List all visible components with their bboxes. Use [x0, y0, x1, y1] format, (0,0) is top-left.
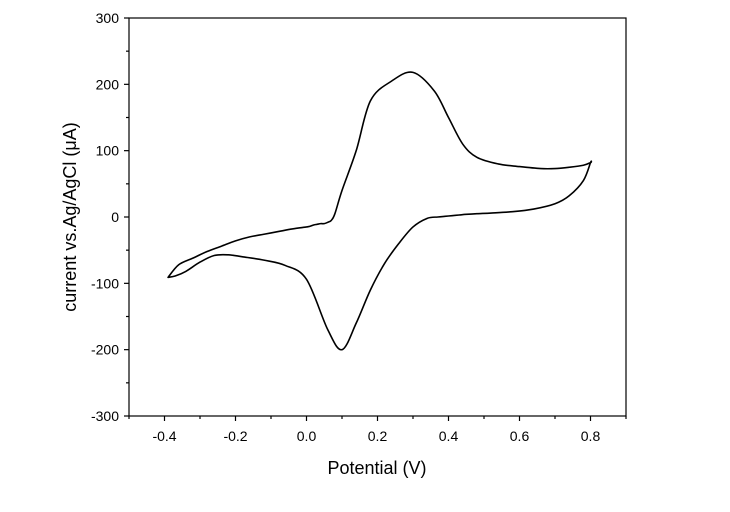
x-axis-title: Potential (V)	[327, 458, 426, 478]
x-tick-label: 0.8	[581, 428, 601, 444]
y-tick-label: -100	[91, 275, 119, 291]
y-tick-label: 0	[111, 209, 119, 225]
x-tick-label: 0.2	[368, 428, 388, 444]
y-tick-label: 200	[96, 76, 120, 92]
y-tick-label: -300	[91, 408, 119, 424]
y-tick-label: -200	[91, 342, 119, 358]
x-tick-label: 0.0	[297, 428, 317, 444]
plot-frame	[128, 17, 627, 417]
x-tick-label: 0.6	[510, 428, 530, 444]
axis-ticks	[124, 17, 627, 421]
x-tick-label: 0.4	[439, 428, 459, 444]
cv-curve-line	[167, 71, 593, 351]
y-axis-title: current vs.Ag/AgCl (μA)	[60, 122, 80, 311]
axis-tick-labels: -0.4 -0.2 0.0 0.2 0.4 0.6 0.8 -300 -200 -100 0 100 2…	[91, 10, 600, 444]
x-tick-label: -0.4	[152, 428, 176, 444]
y-tick-label: 300	[96, 10, 120, 26]
y-tick-label: 100	[96, 143, 120, 159]
x-tick-label: -0.2	[223, 428, 247, 444]
